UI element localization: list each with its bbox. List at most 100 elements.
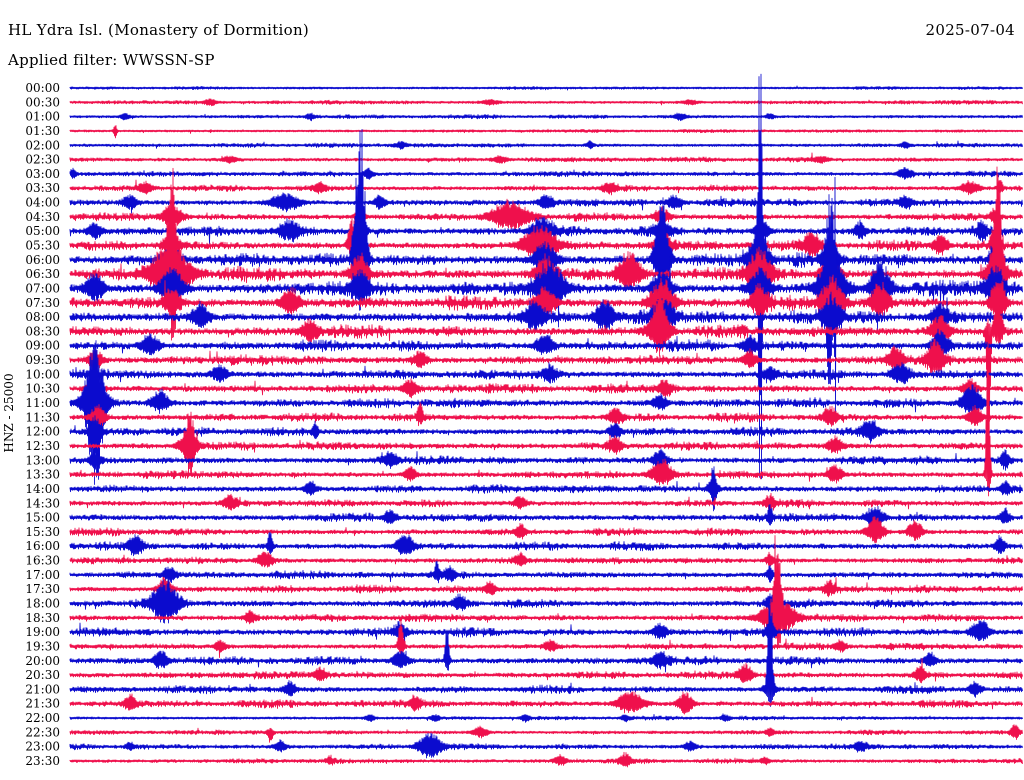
seismogram-trace xyxy=(69,216,1023,262)
time-label: 18:30 xyxy=(25,611,60,625)
seismogram-trace xyxy=(69,140,1023,150)
seismogram-trace xyxy=(69,73,1023,480)
seismogram-trace xyxy=(69,376,1023,399)
seismogram-trace xyxy=(69,603,1023,707)
time-label: 05:00 xyxy=(25,224,60,238)
time-label: 03:00 xyxy=(25,167,60,181)
seismogram-trace xyxy=(69,166,1023,180)
time-label: 00:30 xyxy=(25,95,60,109)
seismogram-trace xyxy=(69,98,1023,107)
time-label: 00:00 xyxy=(25,81,60,95)
time-label: 12:00 xyxy=(25,425,60,439)
seismogram-trace xyxy=(69,658,1023,684)
time-label: 07:30 xyxy=(25,296,60,310)
trace-group: 00:0000:3001:0001:3002:0002:3003:0003:30… xyxy=(25,73,1023,768)
seismogram-trace xyxy=(69,448,1023,474)
seismogram-trace xyxy=(69,578,1023,624)
seismogram-trace xyxy=(69,751,1023,768)
time-label: 20:30 xyxy=(25,668,60,682)
seismogram-trace xyxy=(69,343,1023,497)
time-label: 06:00 xyxy=(25,253,60,267)
time-label: 21:00 xyxy=(25,682,60,696)
seismogram-trace xyxy=(69,724,1023,743)
seismogram-trace xyxy=(69,85,1023,91)
time-label: 11:30 xyxy=(25,410,60,424)
time-label: 10:30 xyxy=(25,382,60,396)
time-label: 08:00 xyxy=(25,310,60,324)
seismogram-trace xyxy=(69,492,1023,511)
time-label: 23:00 xyxy=(25,740,60,754)
seismogram-trace xyxy=(69,466,1023,512)
seismogram-trace xyxy=(69,176,1023,416)
station-title: HL Ydra Isl. (Monastery of Dormition) xyxy=(8,21,310,39)
seismogram-trace xyxy=(69,732,1023,759)
seismogram-trace xyxy=(69,125,1023,139)
seismogram-trace xyxy=(69,535,1023,648)
time-label: 07:00 xyxy=(25,282,60,296)
seismogram-trace xyxy=(69,411,1023,478)
seismogram-trace xyxy=(69,152,1023,164)
seismogram-trace xyxy=(69,617,1023,646)
time-label: 15:00 xyxy=(25,511,60,525)
seismogram-trace xyxy=(69,112,1023,122)
time-label: 04:00 xyxy=(25,196,60,210)
time-label: 22:00 xyxy=(25,711,60,725)
time-label: 21:30 xyxy=(25,697,60,711)
seismogram-trace xyxy=(69,630,1023,673)
seismogram-trace xyxy=(69,278,1023,425)
time-label: 16:30 xyxy=(25,554,60,568)
seismogram-trace xyxy=(69,328,1023,359)
time-label: 13:00 xyxy=(25,453,60,467)
seismogram-trace xyxy=(69,531,1023,557)
time-label: 18:00 xyxy=(25,597,60,611)
time-label: 19:30 xyxy=(25,639,60,653)
seismogram-trace xyxy=(69,551,1023,568)
channel-scale-label: HNZ - 25000 xyxy=(2,373,16,452)
time-label: 01:00 xyxy=(25,110,60,124)
seismogram-trace xyxy=(69,179,1023,196)
time-label: 15:30 xyxy=(25,525,60,539)
time-label: 04:30 xyxy=(25,210,60,224)
time-label: 17:00 xyxy=(25,568,60,582)
time-label: 23:30 xyxy=(25,754,60,768)
seismogram-trace xyxy=(69,401,1023,427)
time-label: 12:30 xyxy=(25,439,60,453)
seismogram-trace xyxy=(69,619,1023,659)
time-label: 16:00 xyxy=(25,539,60,553)
time-label: 02:00 xyxy=(25,138,60,152)
seismogram-trace xyxy=(69,560,1023,584)
seismogram-trace xyxy=(69,504,1023,528)
seismogram-trace xyxy=(69,192,1023,214)
seismogram-trace xyxy=(69,516,1023,544)
time-label: 13:30 xyxy=(25,468,60,482)
time-label: 20:00 xyxy=(25,654,60,668)
seismogram-trace xyxy=(69,338,1023,374)
time-label: 06:30 xyxy=(25,267,60,281)
seismogram-trace xyxy=(69,576,1023,599)
filter-label: Applied filter: WWSSN-SP xyxy=(8,51,215,69)
time-label: 09:00 xyxy=(25,339,60,353)
date-label: 2025-07-04 xyxy=(925,21,1015,39)
time-label: 17:30 xyxy=(25,582,60,596)
seismogram-trace xyxy=(69,274,1023,325)
seismogram-trace xyxy=(69,291,1023,335)
seismogram-trace xyxy=(69,415,1023,454)
time-label: 03:30 xyxy=(25,181,60,195)
seismogram-trace xyxy=(69,340,1023,485)
time-label: 11:00 xyxy=(25,396,60,410)
time-label: 08:30 xyxy=(25,324,60,338)
seismogram-trace xyxy=(69,362,1023,385)
time-label: 19:00 xyxy=(25,625,60,639)
time-label: 14:00 xyxy=(25,482,60,496)
time-label: 01:30 xyxy=(25,124,60,138)
time-label: 10:00 xyxy=(25,367,60,381)
time-label: 05:30 xyxy=(25,239,60,253)
seismogram-trace xyxy=(69,198,1023,231)
time-label: 02:30 xyxy=(25,153,60,167)
time-label: 22:30 xyxy=(25,725,60,739)
seismogram-trace xyxy=(69,713,1023,723)
seismogram-trace xyxy=(69,691,1023,715)
time-label: 09:30 xyxy=(25,353,60,367)
